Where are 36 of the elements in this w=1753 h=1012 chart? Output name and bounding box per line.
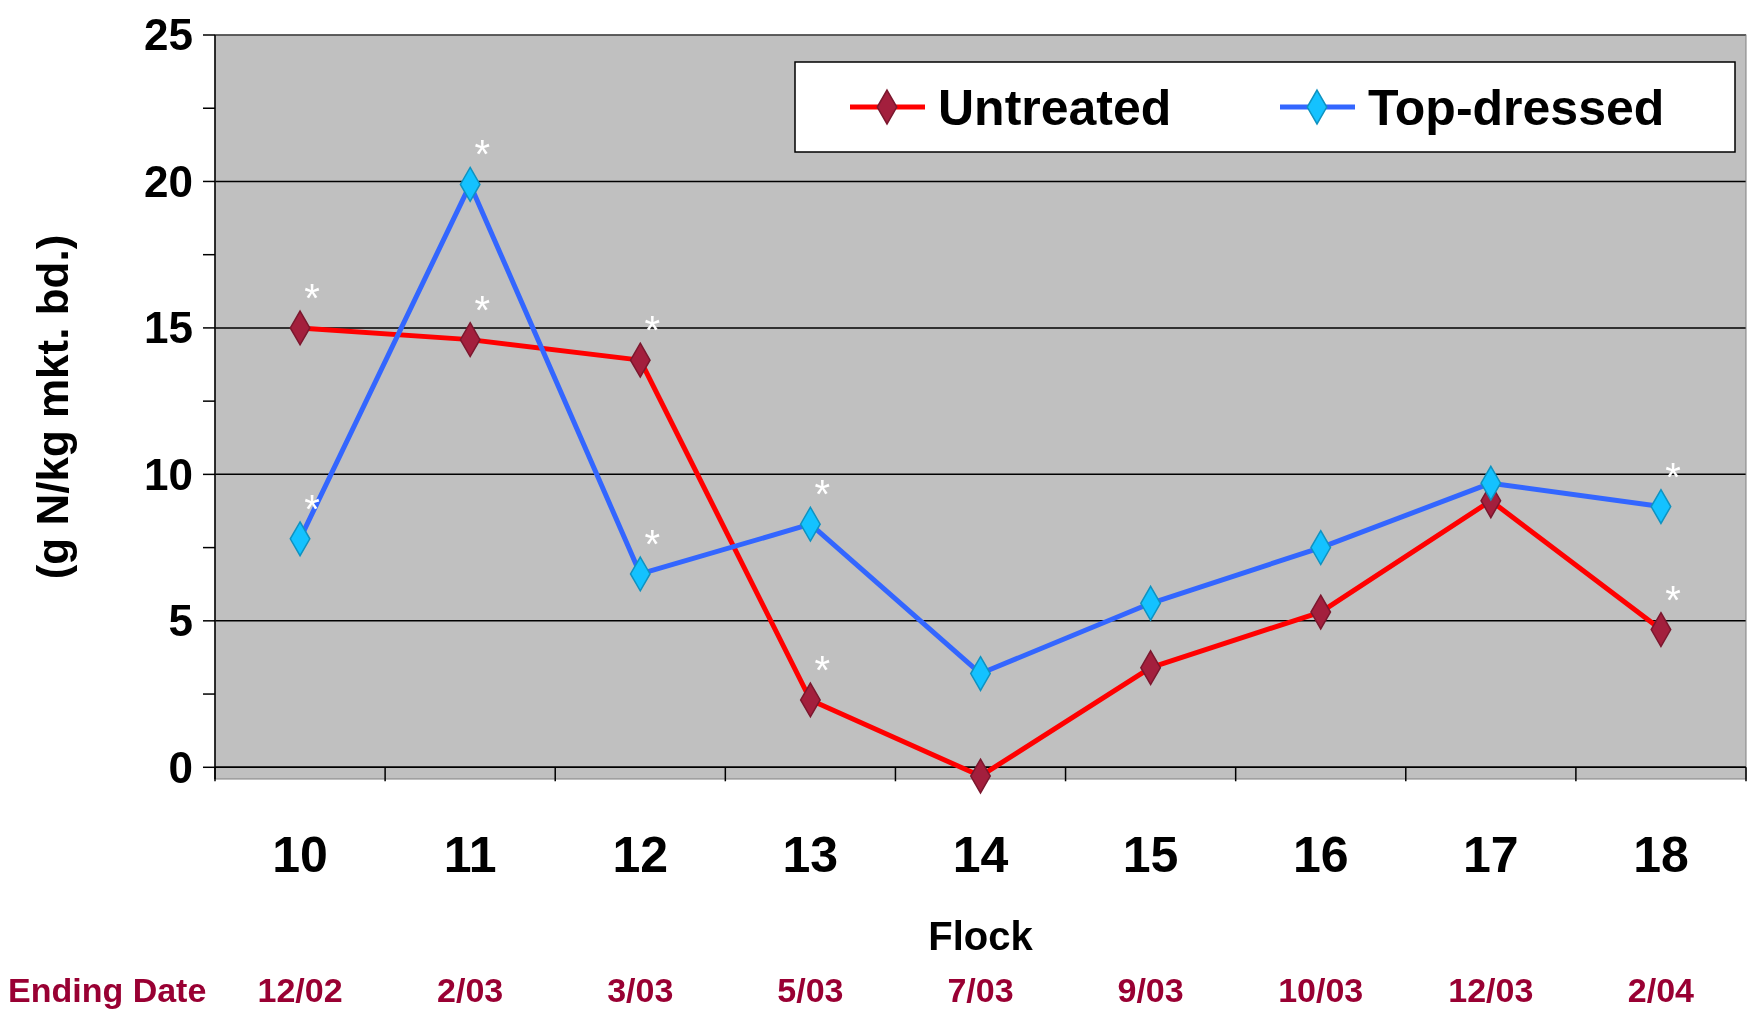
x-tick-label: 11 bbox=[443, 827, 497, 883]
text: Ending Date bbox=[8, 971, 207, 1009]
annotation: * bbox=[1665, 577, 1681, 622]
y-tick-label: 5 bbox=[168, 596, 193, 646]
x-axis-title: Flock bbox=[928, 914, 1034, 958]
text: 9/03 bbox=[1117, 971, 1184, 1009]
annotation: * bbox=[814, 647, 831, 692]
y-tick-label: 20 bbox=[144, 156, 193, 206]
x-tick-label: 17 bbox=[1463, 827, 1519, 883]
x-tick-label: 15 bbox=[1122, 827, 1179, 883]
annotation: * bbox=[304, 275, 320, 320]
annotation: * bbox=[474, 287, 490, 332]
y-tick-label: 10 bbox=[144, 449, 193, 499]
text: 2/03 bbox=[437, 971, 504, 1009]
legend-label: Top-dressed bbox=[1368, 79, 1665, 136]
y-tick-label: 15 bbox=[144, 303, 193, 353]
x-tick-label: 18 bbox=[1633, 827, 1689, 883]
legend-label: Untreated bbox=[938, 79, 1172, 136]
annotation: * bbox=[814, 472, 831, 517]
x-tick-label: 14 bbox=[952, 827, 1009, 883]
y-axis-title: (g N/kg mkt. bd.) bbox=[28, 234, 77, 580]
text: 10/03 bbox=[1278, 971, 1364, 1009]
x-tick-label: 10 bbox=[272, 827, 328, 883]
annotation: * bbox=[644, 521, 661, 566]
y-tick-label: 0 bbox=[168, 742, 193, 792]
x-tick-label: 16 bbox=[1292, 827, 1349, 883]
annotation: * bbox=[474, 132, 490, 177]
text: 2/04 bbox=[1627, 971, 1695, 1009]
x-tick-label: 12 bbox=[612, 827, 669, 883]
text: 3/03 bbox=[607, 971, 674, 1009]
text: 12/02 bbox=[257, 971, 343, 1009]
text: 7/03 bbox=[947, 971, 1014, 1009]
text: 12/03 bbox=[1448, 971, 1534, 1009]
text: 5/03 bbox=[777, 971, 844, 1009]
x-tick-label: 13 bbox=[782, 827, 839, 883]
y-tick-label: 25 bbox=[144, 10, 193, 60]
